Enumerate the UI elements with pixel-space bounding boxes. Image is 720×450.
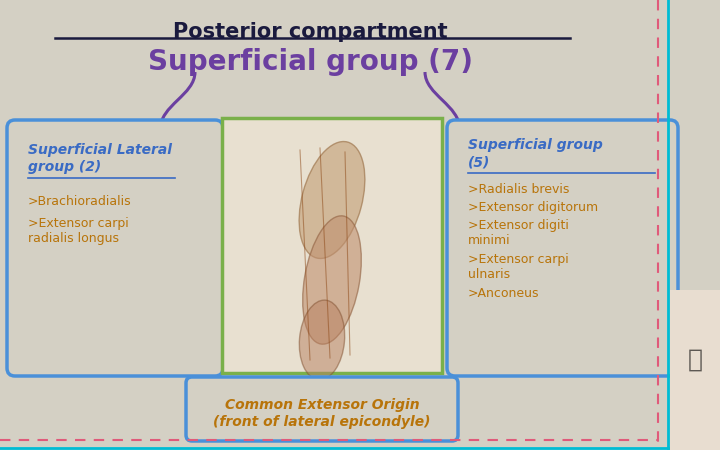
Ellipse shape xyxy=(299,142,365,258)
Text: Superficial group (7): Superficial group (7) xyxy=(148,48,472,76)
FancyBboxPatch shape xyxy=(186,377,458,441)
FancyBboxPatch shape xyxy=(7,120,223,376)
FancyBboxPatch shape xyxy=(222,118,442,373)
Text: (front of lateral epicondyle): (front of lateral epicondyle) xyxy=(213,415,431,429)
Ellipse shape xyxy=(302,216,361,344)
Text: >Extensor carpi
radialis longus: >Extensor carpi radialis longus xyxy=(28,217,129,245)
Text: >Extensor digiti
minimi: >Extensor digiti minimi xyxy=(468,219,569,247)
Text: Superficial group: Superficial group xyxy=(468,138,603,152)
Text: Superficial Lateral: Superficial Lateral xyxy=(28,143,172,157)
Text: 🦴: 🦴 xyxy=(688,348,703,372)
Text: >Extensor carpi
ulnaris: >Extensor carpi ulnaris xyxy=(468,253,569,281)
Text: (5): (5) xyxy=(468,155,490,169)
Text: >Anconeus: >Anconeus xyxy=(468,287,539,300)
Text: Common Extensor Origin: Common Extensor Origin xyxy=(225,398,419,412)
Bar xyxy=(670,290,720,450)
Text: >Brachioradialis: >Brachioradialis xyxy=(28,195,132,208)
Text: >Radialis brevis: >Radialis brevis xyxy=(468,183,570,196)
Text: >Extensor digitorum: >Extensor digitorum xyxy=(468,201,598,214)
FancyBboxPatch shape xyxy=(447,120,678,376)
Text: group (2): group (2) xyxy=(28,160,102,174)
Text: Posterior compartment: Posterior compartment xyxy=(173,22,447,42)
Ellipse shape xyxy=(300,300,345,380)
